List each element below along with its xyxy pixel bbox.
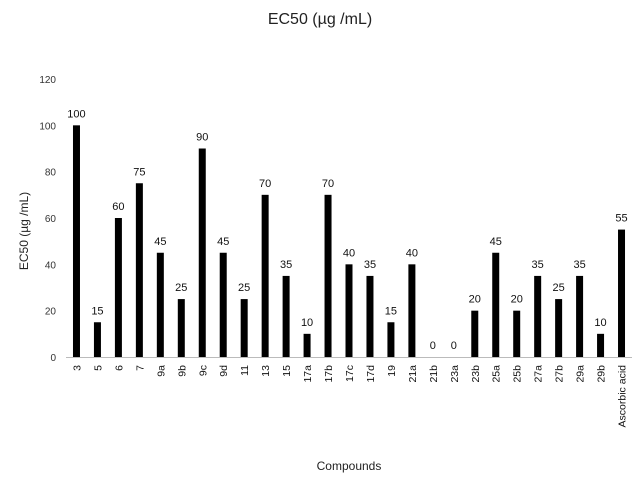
x-tick-label: 29b: [596, 365, 608, 383]
data-label: 10: [594, 317, 606, 329]
data-label: 100: [67, 108, 85, 120]
data-label: 90: [196, 132, 208, 144]
data-label: 45: [490, 236, 502, 248]
x-tick-label: 15: [281, 365, 293, 377]
data-label: 35: [532, 259, 544, 271]
data-label: 10: [301, 317, 313, 329]
x-tick-label: 23a: [449, 365, 461, 383]
data-label: 0: [430, 340, 436, 352]
data-label: 35: [364, 259, 376, 271]
x-tick-label: 19: [386, 365, 398, 377]
y-tick-label: 20: [45, 307, 57, 318]
bar: [177, 299, 185, 357]
y-tick-label: 80: [45, 168, 57, 179]
bar: [345, 264, 353, 357]
data-label: 0: [451, 340, 457, 352]
bar: [282, 275, 290, 357]
x-tick-label: 25a: [491, 365, 503, 383]
x-tick-label: 9d: [218, 365, 230, 377]
data-label: 35: [573, 259, 585, 271]
x-tick-label: 17a: [302, 365, 314, 383]
bar: [597, 333, 605, 357]
data-label: 40: [343, 247, 355, 259]
x-tick-label: 21b: [428, 365, 440, 383]
bar: [93, 322, 101, 357]
x-tick-label: 11: [239, 365, 251, 376]
bar: [156, 252, 164, 357]
data-label: 15: [91, 305, 103, 317]
data-label: 25: [553, 282, 565, 294]
bar: [324, 194, 332, 357]
bar: [72, 125, 80, 357]
bar: [513, 310, 521, 357]
x-axis-ticks: 3 5 6 7 9a 9b 9c 9d 11 13 15 17a 17b 17c 17d 19 21a 21b 23…: [71, 365, 628, 428]
x-tick-label: 9a: [155, 365, 167, 377]
x-tick-label: Ascorbic acid: [617, 365, 629, 428]
y-axis-ticks: 0 20 40 60 80 100 120: [39, 75, 56, 364]
bar: [114, 218, 122, 357]
bar: [198, 148, 206, 357]
bar: [387, 322, 395, 357]
bar: [219, 252, 227, 357]
bar: [492, 252, 500, 357]
bar: [303, 333, 311, 357]
data-label: 55: [615, 213, 627, 225]
x-axis-label: Compounds: [317, 459, 382, 473]
data-label: 70: [259, 178, 271, 190]
y-axis-label: EC50 (µg /mL): [17, 192, 31, 270]
x-tick-label: 23b: [470, 365, 482, 383]
x-tick-label: 5: [92, 365, 104, 371]
data-label: 40: [406, 247, 418, 259]
bar: [555, 299, 563, 357]
data-label: 60: [112, 201, 124, 213]
x-tick-label: 9b: [176, 365, 188, 377]
bar: [366, 275, 374, 357]
data-label: 45: [154, 236, 166, 248]
bar: [408, 264, 416, 357]
y-tick-label: 100: [39, 121, 56, 132]
data-label: 15: [385, 305, 397, 317]
bar: [261, 194, 269, 357]
x-tick-label: 27b: [554, 365, 566, 383]
bar: [576, 275, 584, 357]
bar: [240, 299, 248, 357]
x-tick-label: 13: [260, 365, 272, 377]
x-tick-label: 3: [71, 365, 83, 371]
x-tick-label: 29a: [575, 365, 587, 383]
data-labels: 100 15 60 75 45 25 90 45 25 70 35 10 70 40 35 15 40 0 0 20 4…: [67, 108, 627, 352]
y-tick-label: 0: [50, 353, 56, 364]
data-label: 45: [217, 236, 229, 248]
data-label: 25: [238, 282, 250, 294]
y-tick-label: 120: [39, 75, 56, 86]
chart-title: EC50 (µg /mL): [268, 11, 372, 28]
x-tick-label: 21a: [407, 365, 419, 383]
x-tick-label: 17b: [323, 365, 335, 383]
x-tick-label: 27a: [533, 365, 545, 383]
data-label: 20: [511, 294, 523, 306]
bar: [471, 310, 479, 357]
x-tick-label: 7: [134, 365, 146, 371]
data-label: 75: [133, 166, 145, 178]
x-tick-label: 9c: [197, 365, 209, 376]
data-label: 20: [469, 294, 481, 306]
data-label: 70: [322, 178, 334, 190]
y-tick-label: 60: [45, 214, 57, 225]
x-tick-label: 17c: [344, 365, 356, 382]
x-tick-label: 17d: [365, 365, 377, 383]
bar: [534, 275, 542, 357]
x-tick-label: 25b: [512, 365, 524, 383]
y-tick-label: 40: [45, 260, 57, 271]
data-label: 35: [280, 259, 292, 271]
x-tick-label: 6: [113, 365, 125, 371]
bar: [618, 229, 626, 357]
bar: [135, 183, 143, 357]
data-label: 25: [175, 282, 187, 294]
bars: [72, 125, 626, 357]
